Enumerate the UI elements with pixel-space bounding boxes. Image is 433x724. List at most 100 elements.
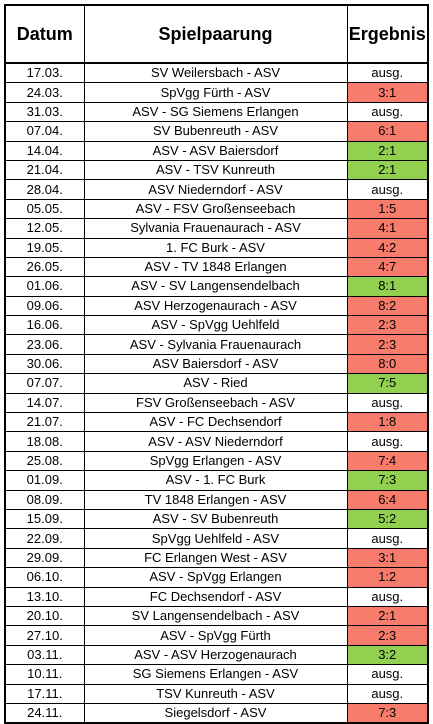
- schedule-sheet: Datum Spielpaarung Ergebnis 17.03. SV Wei…: [4, 4, 429, 724]
- schedule-table: Datum Spielpaarung Ergebnis 17.03. SV Wei…: [4, 4, 429, 724]
- date-cell: 09.06.: [4, 295, 85, 317]
- table-row: 16.06. ASV - SpVgg Uehlfeld 2:3: [4, 315, 429, 336]
- result-cell: 6:1: [346, 121, 429, 142]
- table-row: 17.03. SV Weilersbach - ASV ausg.: [4, 62, 429, 84]
- match-cell: ASV - Ried: [83, 373, 348, 394]
- match-cell: ASV Niederndorf - ASV: [83, 179, 348, 200]
- match-cell: ASV - ASV Baiersdorf: [83, 140, 348, 161]
- match-cell: SV Weilersbach - ASV: [83, 62, 348, 84]
- date-cell: 21.04.: [4, 159, 85, 181]
- table-row: 19.05. 1. FC Burk - ASV 4:2: [4, 237, 429, 258]
- table-row: 14.04. ASV - ASV Baiersdorf 2:1: [4, 140, 429, 161]
- date-cell: 26.05.: [4, 256, 85, 278]
- date-cell: 15.09.: [4, 508, 85, 530]
- result-cell: 7:3: [346, 702, 429, 724]
- table-row: 29.09. FC Erlangen West - ASV 3:1: [4, 547, 429, 569]
- result-cell: 7:4: [346, 450, 429, 472]
- date-cell: 13.10.: [4, 586, 85, 607]
- date-cell: 17.03.: [4, 62, 85, 84]
- date-cell: 20.10.: [4, 605, 85, 627]
- match-cell: ASV - SpVgg Uehlfeld: [83, 315, 348, 336]
- date-cell: 03.11.: [4, 644, 85, 666]
- table-row: 01.06. ASV - SV Langensendelbach 8:1: [4, 276, 429, 297]
- date-cell: 12.05.: [4, 218, 85, 239]
- date-cell: 06.10.: [4, 567, 85, 588]
- table-row: 13.10. FC Dechsendorf - ASV ausg.: [4, 586, 429, 607]
- match-cell: ASV - SG Siemens Erlangen: [83, 101, 348, 123]
- date-cell: 22.09.: [4, 528, 85, 549]
- date-cell: 07.04.: [4, 121, 85, 142]
- table-row: 30.06. ASV Baiersdorf - ASV 8:0: [4, 353, 429, 375]
- date-cell: 16.06.: [4, 315, 85, 336]
- result-cell: 7:5: [346, 373, 429, 394]
- match-cell: ASV - ASV Niederndorf: [83, 431, 348, 452]
- date-cell: 28.04.: [4, 179, 85, 200]
- match-cell: ASV Baiersdorf - ASV: [83, 353, 348, 375]
- table-row: 21.04. ASV - TSV Kunreuth 2:1: [4, 159, 429, 181]
- match-cell: FSV Großenseebach - ASV: [83, 392, 348, 414]
- match-cell: ASV - ASV Herzogenaurach: [83, 644, 348, 666]
- table-row: 05.05. ASV - FSV Großenseebach 1:5: [4, 198, 429, 220]
- result-cell: 8:0: [346, 353, 429, 375]
- date-cell: 24.03.: [4, 82, 85, 103]
- match-cell: SpVgg Uehlfeld - ASV: [83, 528, 348, 549]
- date-cell: 27.10.: [4, 625, 85, 646]
- result-cell: ausg.: [346, 683, 429, 704]
- table-body: 17.03. SV Weilersbach - ASV ausg. 24.03. SpV…: [4, 62, 429, 724]
- match-cell: SV Bubenreuth - ASV: [83, 121, 348, 142]
- table-row: 22.09. SpVgg Uehlfeld - ASV ausg.: [4, 528, 429, 549]
- table-row: 26.05. ASV - TV 1848 Erlangen 4:7: [4, 256, 429, 278]
- table-row: 07.07. ASV - Ried 7:5: [4, 373, 429, 394]
- match-cell: Sylvania Frauenaurach - ASV: [83, 218, 348, 239]
- date-cell: 30.06.: [4, 353, 85, 375]
- result-cell: 7:3: [346, 470, 429, 491]
- date-cell: 07.07.: [4, 373, 85, 394]
- match-cell: ASV - TSV Kunreuth: [83, 159, 348, 181]
- date-cell: 14.07.: [4, 392, 85, 414]
- table-row: 18.08. ASV - ASV Niederndorf ausg.: [4, 431, 429, 452]
- result-cell: ausg.: [346, 179, 429, 200]
- result-cell: ausg.: [346, 101, 429, 123]
- match-cell: ASV - SpVgg Fürth: [83, 625, 348, 646]
- table-row: 24.03. SpVgg Fürth - ASV 3:1: [4, 82, 429, 103]
- result-cell: 2:1: [346, 605, 429, 627]
- result-cell: 5:2: [346, 508, 429, 530]
- date-cell: 24.11.: [4, 702, 85, 724]
- table-row: 28.04. ASV Niederndorf - ASV ausg.: [4, 179, 429, 200]
- date-cell: 01.09.: [4, 470, 85, 491]
- match-cell: ASV - Sylvania Frauenaurach: [83, 334, 348, 355]
- table-row: 21.07. ASV - FC Dechsendorf 1:8: [4, 412, 429, 433]
- match-cell: ASV - SV Langensendelbach: [83, 276, 348, 297]
- result-cell: ausg.: [346, 586, 429, 607]
- table-row: 15.09. ASV - SV Bubenreuth 5:2: [4, 508, 429, 530]
- match-cell: TSV Kunreuth - ASV: [83, 683, 348, 704]
- result-cell: ausg.: [346, 664, 429, 685]
- result-cell: 1:5: [346, 198, 429, 220]
- match-cell: Siegelsdorf - ASV: [83, 702, 348, 724]
- table-row: 01.09. ASV - 1. FC Burk 7:3: [4, 470, 429, 491]
- result-cell: 3:1: [346, 82, 429, 103]
- result-cell: 2:1: [346, 140, 429, 161]
- table-row: 03.11. ASV - ASV Herzogenaurach 3:2: [4, 644, 429, 666]
- result-cell: 4:7: [346, 256, 429, 278]
- table-row: 12.05. Sylvania Frauenaurach - ASV 4:1: [4, 218, 429, 239]
- table-row: 20.10. SV Langensendelbach - ASV 2:1: [4, 605, 429, 627]
- result-cell: 4:1: [346, 218, 429, 239]
- result-cell: 8:1: [346, 276, 429, 297]
- table-row: 31.03. ASV - SG Siemens Erlangen ausg.: [4, 101, 429, 123]
- result-cell: ausg.: [346, 62, 429, 84]
- match-cell: ASV - 1. FC Burk: [83, 470, 348, 491]
- table-row: 08.09. TV 1848 Erlangen - ASV 6:4: [4, 489, 429, 510]
- table-row: 27.10. ASV - SpVgg Fürth 2:3: [4, 625, 429, 646]
- date-cell: 01.06.: [4, 276, 85, 297]
- result-cell: 1:2: [346, 567, 429, 588]
- result-cell: 2:3: [346, 625, 429, 646]
- match-cell: TV 1848 Erlangen - ASV: [83, 489, 348, 510]
- date-cell: 19.05.: [4, 237, 85, 258]
- match-cell: FC Erlangen West - ASV: [83, 547, 348, 569]
- result-cell: 6:4: [346, 489, 429, 510]
- result-cell: 3:1: [346, 547, 429, 569]
- match-cell: SV Langensendelbach - ASV: [83, 605, 348, 627]
- table-row: 07.04. SV Bubenreuth - ASV 6:1: [4, 121, 429, 142]
- match-cell: ASV - SV Bubenreuth: [83, 508, 348, 530]
